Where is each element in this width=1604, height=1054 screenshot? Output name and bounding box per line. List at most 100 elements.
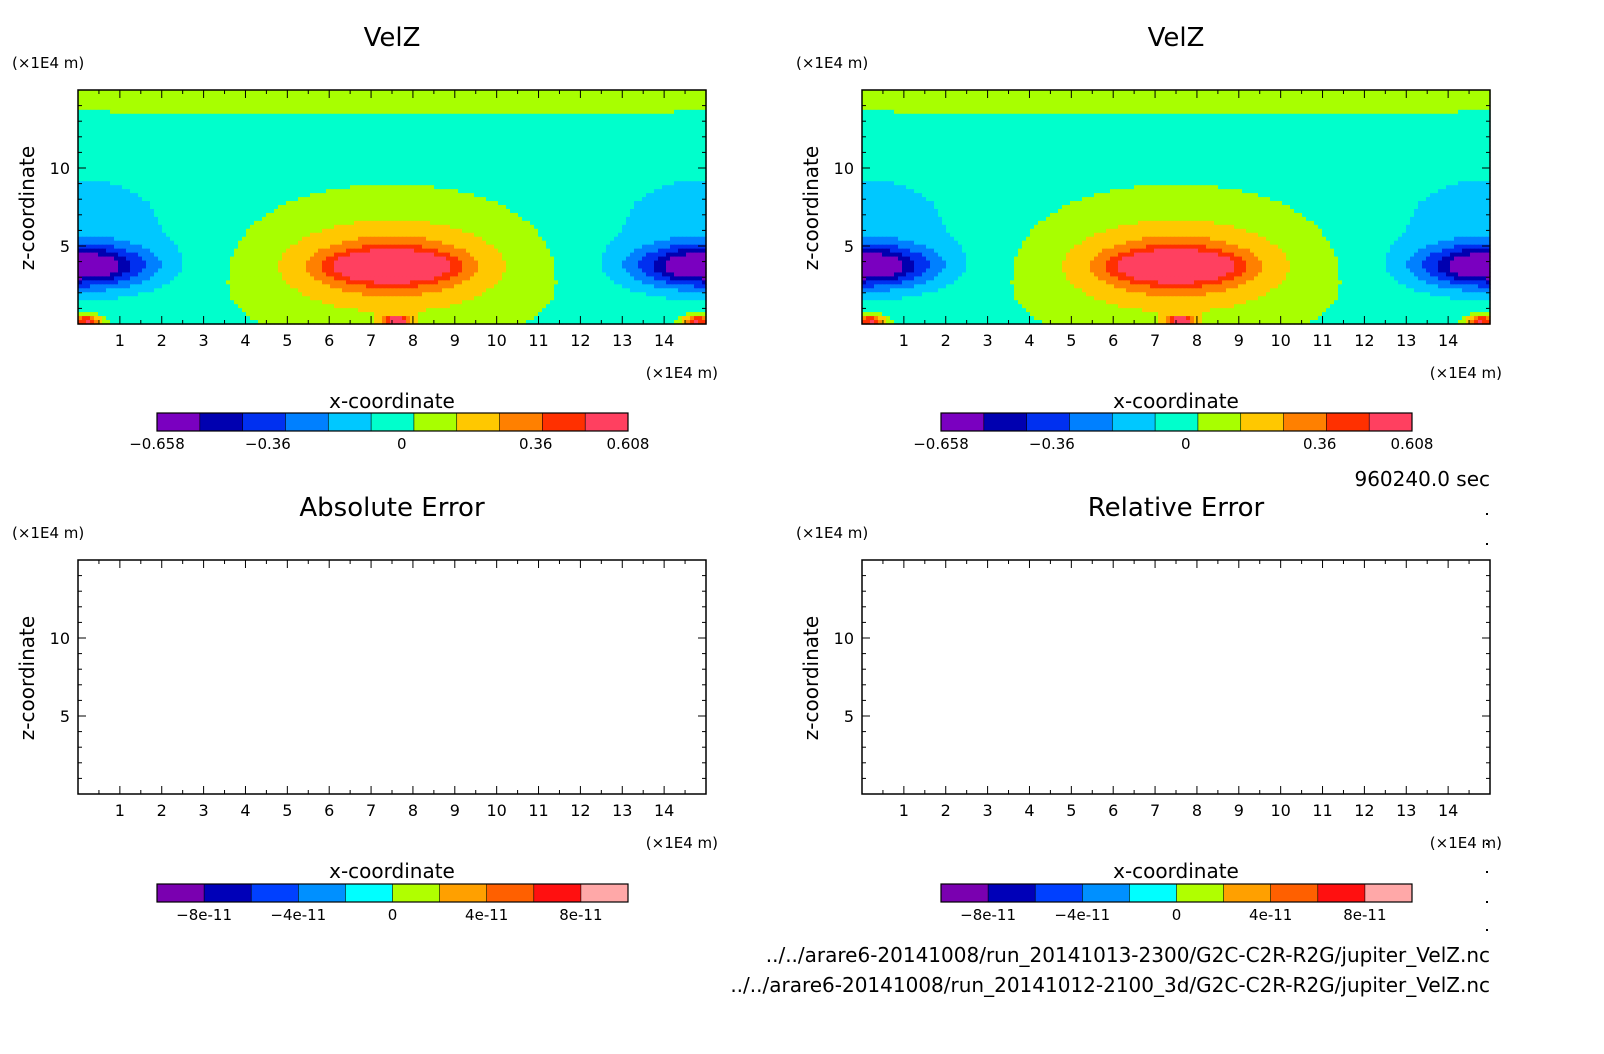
contour-cell — [534, 208, 539, 214]
contour-cell — [270, 153, 275, 159]
contour-cell — [382, 133, 387, 139]
contour-cell — [630, 208, 635, 214]
contour-cell — [658, 197, 663, 202]
contour-cell — [666, 97, 671, 103]
contour-cell — [182, 117, 187, 123]
contour-cell — [678, 90, 683, 95]
contour-cell — [594, 169, 599, 174]
contour-cell — [626, 181, 631, 186]
contour-cell — [162, 90, 167, 95]
contour-cell — [566, 181, 571, 186]
contour-cell — [278, 157, 283, 162]
contour-cell — [262, 113, 267, 119]
contour-cell — [474, 113, 479, 119]
contour-cell — [654, 97, 659, 103]
contour-cell — [202, 212, 207, 218]
contour-cell — [574, 97, 579, 103]
contour-cell — [286, 193, 291, 198]
contour-cell — [334, 141, 339, 147]
contour-cell — [570, 153, 575, 159]
contour-cell — [438, 181, 443, 186]
contour-cell — [106, 153, 111, 159]
contour-cell — [374, 212, 379, 218]
contour-cell — [570, 173, 575, 178]
contour-cell — [674, 97, 679, 103]
contour-cell — [438, 117, 443, 123]
contour-cell — [402, 101, 407, 107]
contour-cell — [582, 212, 587, 218]
contour-cell — [294, 101, 299, 107]
contour-cell — [686, 189, 691, 194]
contour-cell — [290, 212, 295, 218]
contour-cell — [642, 205, 647, 210]
contour-cell — [114, 212, 119, 218]
contour-cell — [118, 153, 123, 159]
contour-cell — [458, 125, 463, 131]
contour-cell — [242, 145, 247, 151]
contour-cell — [130, 165, 135, 170]
contour-cell — [582, 93, 587, 99]
contour-cell — [490, 121, 495, 127]
contour-cell — [670, 117, 675, 123]
contour-cell — [202, 137, 207, 143]
contour-cell — [146, 141, 151, 147]
contour-cell — [662, 157, 667, 162]
contour-cell — [538, 129, 543, 135]
contour-cell — [138, 208, 143, 214]
contour-cell — [234, 97, 239, 103]
contour-cell — [478, 181, 483, 186]
contour-cell — [350, 145, 355, 151]
contour-cell — [410, 113, 415, 119]
contour-cell — [610, 205, 615, 210]
contour-cell — [318, 205, 323, 210]
contour-cell — [198, 201, 203, 206]
contour-cell — [662, 165, 667, 170]
contour-cell — [454, 121, 459, 127]
contour-cell — [418, 97, 423, 103]
contour-cell — [342, 117, 347, 123]
contour-cell — [514, 165, 519, 170]
contour-cell — [542, 113, 547, 119]
contour-cell — [518, 165, 523, 170]
contour-cell — [450, 153, 455, 159]
contour-cell — [294, 165, 299, 170]
contour-cell — [698, 149, 703, 155]
contour-cell — [618, 189, 623, 194]
contour-cell — [634, 101, 639, 107]
contour-cell — [334, 197, 339, 202]
contour-cell — [626, 173, 631, 178]
contour-cell — [686, 129, 691, 135]
contour-cell — [406, 201, 411, 206]
contour-cell — [374, 145, 379, 151]
contour-cell — [134, 121, 139, 127]
contour-cell — [298, 101, 303, 107]
contour-cell — [90, 90, 95, 95]
contour-cell — [258, 149, 263, 155]
contour-cell — [98, 185, 103, 190]
contour-cell — [378, 193, 383, 198]
contour-cell — [558, 97, 563, 103]
contour-cell — [374, 161, 379, 166]
contour-cell — [258, 212, 263, 218]
contour-cell — [694, 201, 699, 206]
contour-cell — [366, 201, 371, 206]
contour-cell — [682, 117, 687, 123]
contour-cell — [150, 212, 155, 218]
contour-cell — [506, 153, 511, 159]
contour-cell — [270, 129, 275, 135]
contour-cell — [662, 97, 667, 103]
contour-cell — [414, 137, 419, 143]
contour-cell — [662, 185, 667, 190]
contour-cell — [410, 193, 415, 198]
contour-cell — [386, 129, 391, 135]
contour-cell — [346, 101, 351, 107]
contour-cell — [186, 212, 191, 218]
contour-cell — [246, 208, 251, 214]
contour-cell — [590, 141, 595, 147]
contour-cell — [418, 212, 423, 218]
contour-cell — [670, 133, 675, 139]
contour-cell — [222, 212, 227, 218]
contour-cell — [418, 113, 423, 119]
contour-cell — [418, 161, 423, 166]
contour-cell — [702, 145, 707, 151]
